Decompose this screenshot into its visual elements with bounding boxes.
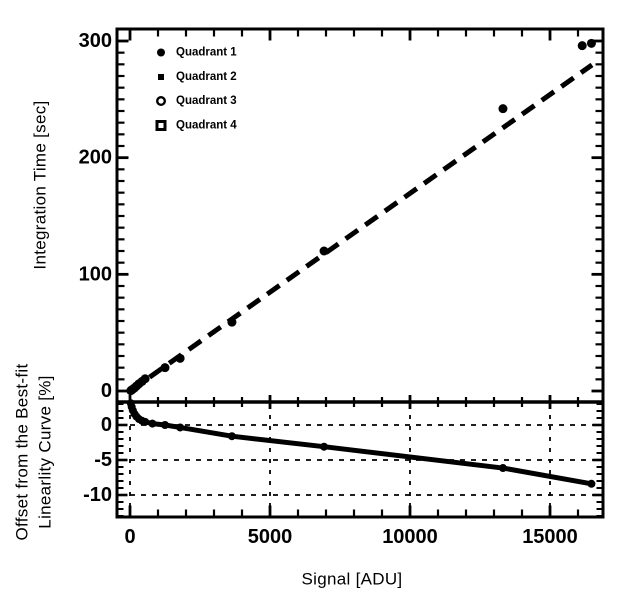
legend-marker-filled-circle-icon bbox=[157, 48, 165, 57]
legend-label: Quadrant 4 bbox=[176, 120, 237, 132]
data-point-quadrant bbox=[319, 246, 329, 256]
y-axis-title-bottom-line1: Offset from the Best-fit bbox=[13, 364, 32, 541]
best-fit-dashed-line bbox=[128, 62, 594, 394]
y-tick-label-top-panel: 200 bbox=[79, 147, 112, 169]
x-axis-title: Signal [ADU] bbox=[302, 570, 403, 589]
x-tick-label: 15000 bbox=[522, 526, 578, 548]
offset-data-point bbox=[161, 421, 169, 429]
legend-label: Quadrant 2 bbox=[176, 71, 237, 83]
offset-data-point bbox=[227, 432, 236, 441]
legend-marker-open-circle-icon bbox=[155, 95, 166, 106]
y-tick-label-bottom-panel: -10 bbox=[83, 484, 112, 506]
offset-data-point bbox=[320, 442, 329, 451]
y-tick-label-bottom-panel: 0 bbox=[101, 414, 112, 436]
y-tick-label-bottom-panel: -5 bbox=[94, 449, 112, 471]
offset-data-point bbox=[176, 423, 185, 432]
y-axis-title-bottom-line2: Linearlity Curve [%] bbox=[36, 375, 55, 528]
data-point-quadrant bbox=[175, 353, 185, 363]
y-axis-title-top: Integration Time [sec] bbox=[31, 100, 50, 269]
y-tick-label-top-panel: 0 bbox=[101, 380, 112, 402]
data-point-quadrant bbox=[498, 104, 508, 114]
x-tick-label: 0 bbox=[124, 526, 135, 548]
data-point-quadrant bbox=[140, 374, 150, 384]
legend-label: Quadrant 1 bbox=[176, 47, 237, 59]
legend-label: Quadrant 3 bbox=[176, 95, 237, 107]
y-tick-label-top-panel: 100 bbox=[79, 263, 112, 285]
data-point-quadrant bbox=[577, 41, 587, 51]
offset-curve bbox=[128, 400, 594, 487]
data-point-quadrant bbox=[160, 363, 170, 373]
offset-data-point bbox=[141, 417, 150, 426]
offset-data-point bbox=[148, 419, 157, 428]
legend-marker-filled-square-icon bbox=[158, 74, 164, 80]
data-point-quadrant bbox=[586, 38, 596, 48]
offset-data-point bbox=[587, 479, 596, 488]
offset-data-point bbox=[498, 464, 507, 473]
y-tick-label-top-panel: 300 bbox=[79, 30, 112, 52]
data-point-quadrant bbox=[227, 317, 237, 327]
x-tick-label: 5000 bbox=[248, 526, 293, 548]
legend-marker-open-square-icon bbox=[155, 120, 167, 131]
x-tick-label: 10000 bbox=[382, 526, 438, 548]
